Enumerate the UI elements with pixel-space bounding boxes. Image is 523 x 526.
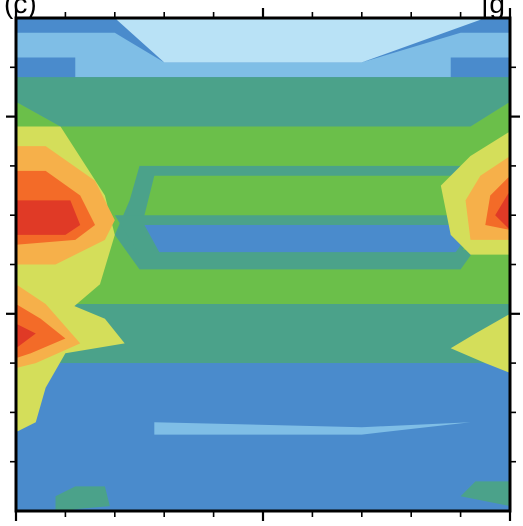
contour-region-left-lower-dark-orange — [16, 303, 66, 359]
contour-region-right-hotspot-red — [495, 190, 510, 230]
contour-region-left-hotspot-red — [16, 200, 81, 235]
contour-region-lower-green-band — [16, 303, 510, 364]
contour-region-upper-band-mid-blue — [16, 32, 510, 78]
contour-region-lower-light-blue-streak — [154, 422, 471, 435]
contour-regions — [16, 18, 510, 511]
contour-region-right-lower-yellow — [450, 313, 510, 373]
corner-label: [g — [481, 0, 505, 19]
contour-region-middle-blue-lens — [144, 225, 476, 253]
contour-region-left-lower-red — [16, 323, 36, 349]
contour-region-upper-band-light-blue — [114, 18, 486, 63]
contour-region-bottom-green-wisp-right — [460, 481, 510, 507]
contour-region-lower-blue-field — [16, 363, 510, 511]
panel-label: (c) — [4, 0, 37, 19]
contour-region-upper-green-band — [16, 77, 510, 127]
contour-region-bottom-green-wisp-left — [55, 486, 110, 511]
